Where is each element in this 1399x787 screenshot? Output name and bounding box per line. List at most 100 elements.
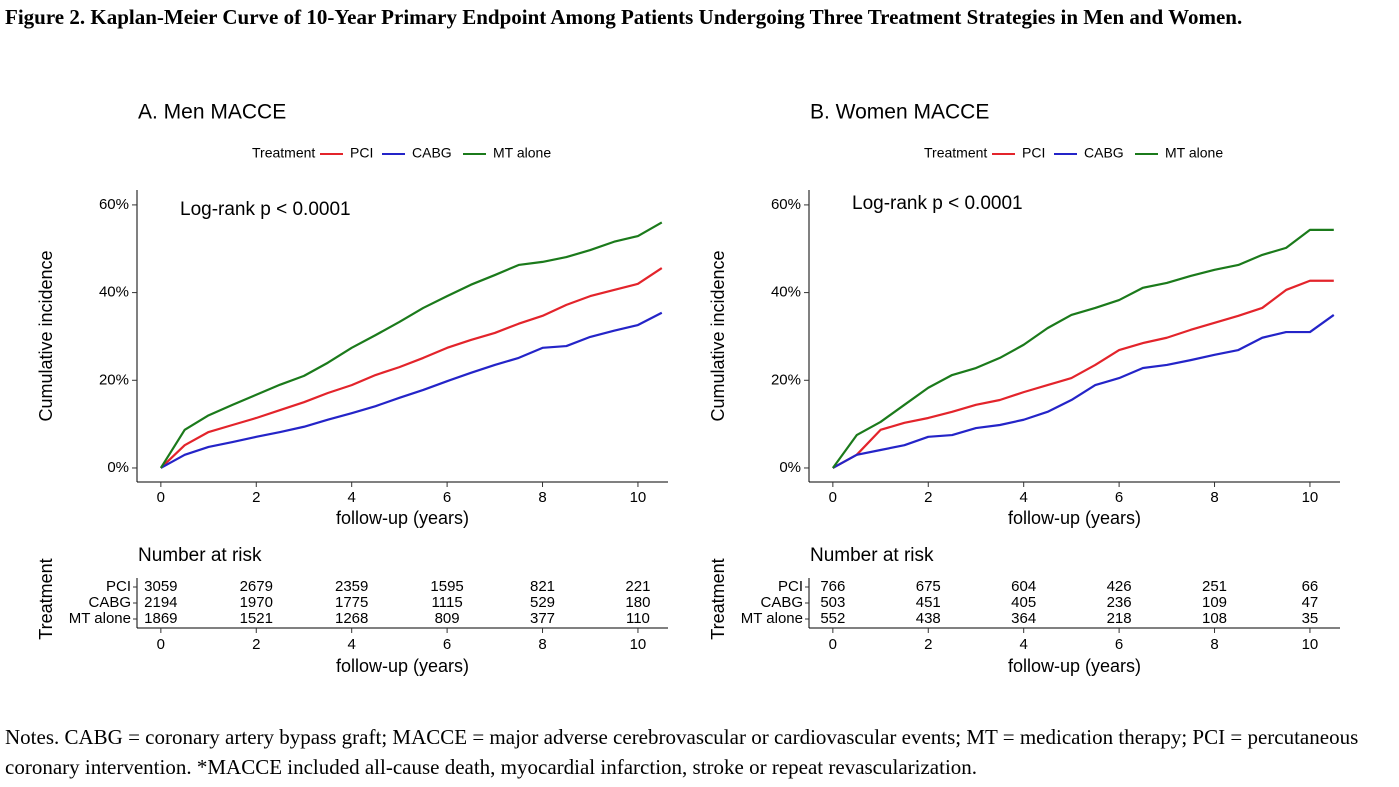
risk-count: 503 <box>820 594 845 611</box>
risk-x-tick-label: 6 <box>1115 636 1123 653</box>
risk-count: 35 <box>1302 610 1319 627</box>
km-curve <box>160 267 663 469</box>
y-tick-label: 40% <box>771 284 801 301</box>
risk-x-tick-label: 2 <box>924 636 932 653</box>
x-tick-label: 10 <box>1302 489 1319 506</box>
risk-count: 236 <box>1107 594 1132 611</box>
x-tick-label: 2 <box>252 489 260 506</box>
risk-x-axis-label: follow-up (years) <box>1008 656 1141 676</box>
panel-title: A. Men MACCE <box>138 101 286 124</box>
annotation: Log-rank p < 0.0001 <box>180 199 351 220</box>
risk-count: 221 <box>625 578 650 595</box>
risk-x-axis-label: follow-up (years) <box>336 656 469 676</box>
legend-label: MT alone <box>493 145 551 161</box>
risk-count: 552 <box>820 610 845 627</box>
panel-title: B. Women MACCE <box>810 101 989 124</box>
legend-label: CABG <box>1084 145 1124 161</box>
notes: Notes. CABG = coronary artery bypass gra… <box>5 725 1359 779</box>
x-axis-label: follow-up (years) <box>1008 508 1141 528</box>
risk-count: 110 <box>626 610 650 627</box>
risk-count: 821 <box>530 578 555 595</box>
y-axis-label: Cumulative incidence <box>708 250 728 421</box>
risk-count: 377 <box>530 610 555 627</box>
risk-x-tick-label: 4 <box>348 636 356 653</box>
x-tick-label: 4 <box>348 489 356 506</box>
legend-label: PCI <box>1022 145 1045 161</box>
risk-table-y-label: Treatment <box>708 558 728 639</box>
legend-label: PCI <box>350 145 373 161</box>
risk-count: 1869 <box>144 610 177 627</box>
risk-count: 529 <box>530 594 555 611</box>
x-tick-label: 4 <box>1020 489 1028 506</box>
km-curve <box>832 279 1334 469</box>
risk-x-tick-label: 4 <box>1020 636 1028 653</box>
x-tick-label: 10 <box>630 489 647 506</box>
risk-count: 3059 <box>144 578 177 595</box>
risk-count: 2679 <box>240 578 273 595</box>
risk-count: 809 <box>435 610 460 627</box>
legend-label: MT alone <box>1165 145 1223 161</box>
risk-x-tick-label: 0 <box>829 636 837 653</box>
risk-x-tick-label: 2 <box>252 636 260 653</box>
legend-label: CABG <box>412 145 452 161</box>
risk-count: 1268 <box>335 610 368 627</box>
risk-x-tick-label: 0 <box>157 636 165 653</box>
y-tick-label: 60% <box>99 196 129 213</box>
y-tick-label: 0% <box>107 459 129 476</box>
x-tick-label: 0 <box>157 489 165 506</box>
risk-x-tick-label: 8 <box>538 636 546 653</box>
risk-row-label: CABG <box>88 594 131 611</box>
annotation: Log-rank p < 0.0001 <box>852 193 1023 214</box>
risk-row-label: MT alone <box>69 610 131 627</box>
risk-row-label: CABG <box>760 594 803 611</box>
risk-count: 2194 <box>144 594 177 611</box>
risk-table-title: Number at risk <box>138 545 262 566</box>
risk-count: 405 <box>1011 594 1036 611</box>
km-curve <box>159 221 663 469</box>
risk-count: 2359 <box>335 578 368 595</box>
y-tick-label: 60% <box>771 196 801 213</box>
risk-count: 1521 <box>240 610 273 627</box>
risk-table-y-label: Treatment <box>36 558 56 639</box>
risk-count: 675 <box>916 578 941 595</box>
y-tick-label: 20% <box>99 371 129 388</box>
risk-count: 766 <box>820 578 845 595</box>
y-axis-label: Cumulative incidence <box>36 250 56 421</box>
risk-count: 1115 <box>432 594 463 611</box>
risk-count: 364 <box>1011 610 1036 627</box>
risk-x-tick-label: 6 <box>443 636 451 653</box>
x-tick-label: 2 <box>924 489 932 506</box>
km-curve <box>160 311 663 469</box>
risk-count: 438 <box>916 610 941 627</box>
risk-count: 604 <box>1011 578 1036 595</box>
risk-x-tick-label: 8 <box>1210 636 1218 653</box>
risk-count: 108 <box>1202 610 1227 627</box>
x-tick-label: 0 <box>829 489 837 506</box>
risk-x-tick-label: 10 <box>630 636 647 653</box>
x-axis-label: follow-up (years) <box>336 508 469 528</box>
x-tick-label: 6 <box>1115 489 1123 506</box>
risk-count: 109 <box>1202 594 1227 611</box>
risk-count: 47 <box>1302 594 1319 611</box>
risk-count: 451 <box>916 594 941 611</box>
risk-count: 1970 <box>240 594 273 611</box>
x-tick-label: 8 <box>538 489 546 506</box>
risk-count: 251 <box>1202 578 1227 595</box>
risk-count: 180 <box>625 594 650 611</box>
km-curve <box>832 314 1335 469</box>
risk-table-title: Number at risk <box>810 545 934 566</box>
risk-row-label: PCI <box>106 578 131 595</box>
figure-title: Figure 2. Kaplan-Meier Curve of 10-Year … <box>5 5 1243 29</box>
risk-count: 218 <box>1107 610 1132 627</box>
x-tick-label: 8 <box>1210 489 1218 506</box>
risk-count: 66 <box>1302 578 1319 595</box>
risk-x-tick-label: 10 <box>1302 636 1319 653</box>
legend-title: Treatment <box>924 145 987 161</box>
risk-row-label: PCI <box>778 578 803 595</box>
risk-count: 426 <box>1107 578 1132 595</box>
y-tick-label: 40% <box>99 284 129 301</box>
x-tick-label: 6 <box>443 489 451 506</box>
y-tick-label: 20% <box>771 371 801 388</box>
